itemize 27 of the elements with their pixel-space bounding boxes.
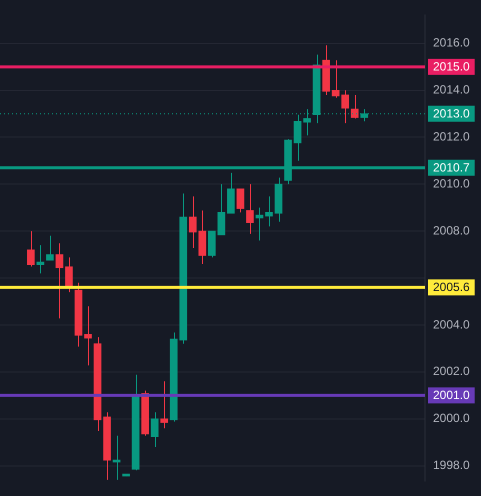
y-tick-label: 1998.0 <box>433 458 470 472</box>
candlestick <box>218 184 226 236</box>
y-tick-label: 2004.0 <box>433 317 470 332</box>
y-tick-label: 2014.0 <box>433 82 470 97</box>
candlestick <box>36 244 44 274</box>
y-tick-label: 2000.0 <box>433 411 470 426</box>
ref-line-label: 2010.7 <box>433 160 470 175</box>
candlestick <box>246 184 254 234</box>
candlestick <box>150 412 159 448</box>
y-tick-label: 2010.0 <box>433 176 470 190</box>
y-tick-label: 2008.0 <box>433 223 470 238</box>
candlestick <box>350 94 359 119</box>
ref-line-label: 2001.0 <box>433 388 470 402</box>
y-tick-label: 2016.0 <box>433 36 470 50</box>
candlestick <box>236 188 244 213</box>
ref-line-label: 2005.6 <box>433 280 470 294</box>
candlestick <box>27 230 35 268</box>
candlestick <box>112 435 120 480</box>
candlestick <box>160 380 168 429</box>
ref-line-label: 2015.0 <box>433 60 470 74</box>
y-tick-label: 2012.0 <box>433 130 470 144</box>
candlestick <box>341 90 350 124</box>
ref-line-label: 2013.0 <box>433 106 470 121</box>
candlestick <box>46 235 54 261</box>
y-tick-label: 2002.0 <box>433 364 470 378</box>
candlestick <box>332 60 340 98</box>
candlestick <box>188 196 197 248</box>
